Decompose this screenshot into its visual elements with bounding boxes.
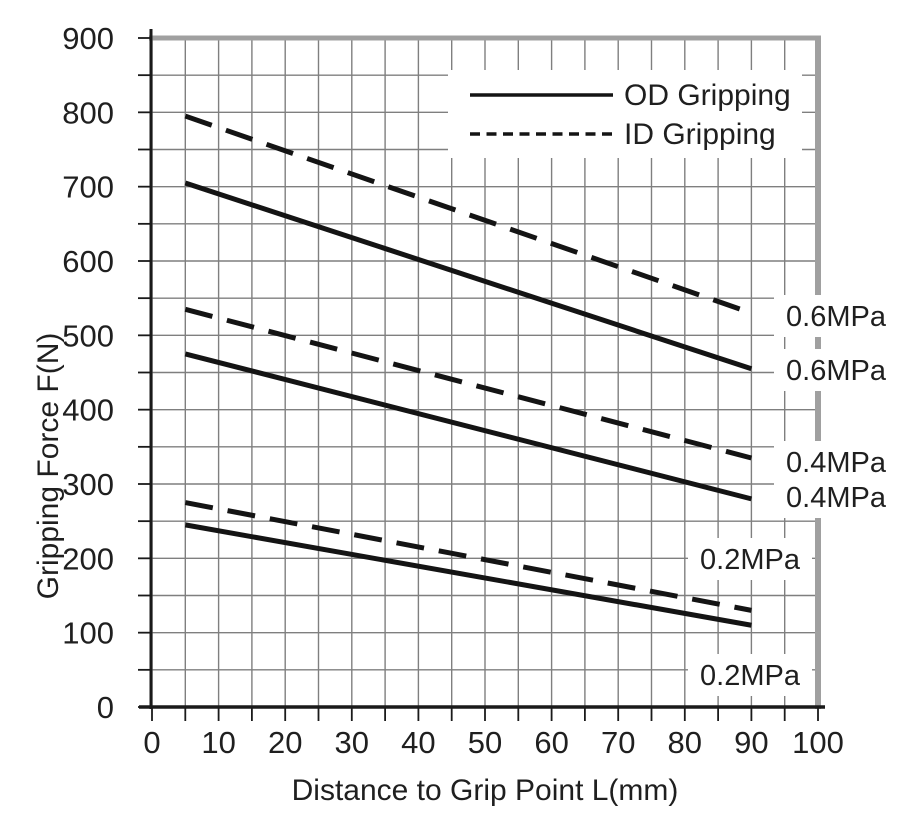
legend-label-dashed: ID Gripping bbox=[624, 118, 776, 151]
y-tick-label: 800 bbox=[62, 95, 114, 130]
y-tick-label: 700 bbox=[62, 170, 114, 205]
pressure-label-bg bbox=[774, 476, 898, 518]
x-tick-label: 80 bbox=[668, 725, 702, 760]
legend-label-solid: OD Gripping bbox=[624, 79, 791, 112]
series-id-0.6MPa bbox=[184, 113, 753, 316]
pressure-label: 0.4MPa bbox=[786, 447, 887, 479]
pressure-label-bg bbox=[688, 654, 812, 696]
y-tick-label: 200 bbox=[62, 541, 114, 576]
y-tick-label: 900 bbox=[62, 21, 114, 56]
x-tick-label: 20 bbox=[268, 725, 302, 760]
x-tick-label: 100 bbox=[792, 725, 844, 760]
y-tick-label: 0 bbox=[97, 690, 114, 725]
y-tick-label: 100 bbox=[62, 616, 114, 651]
pressure-label-bg bbox=[688, 538, 812, 580]
y-axis-title: Gripping Force F(N) bbox=[32, 333, 65, 600]
legend-background bbox=[448, 70, 802, 158]
series-od-0.2MPa bbox=[184, 522, 752, 628]
x-axis-title: Distance to Grip Point L(mm) bbox=[292, 774, 679, 807]
axes bbox=[138, 29, 825, 721]
tick-labels: 0 100 200 300 400 500 600 700 800 900 0 10 20 30 40 50 6… bbox=[62, 21, 844, 760]
y-tick-label: 300 bbox=[62, 467, 114, 502]
series-id-0.4MPa bbox=[184, 306, 753, 461]
pressure-label: 0.6MPa bbox=[786, 301, 887, 333]
x-tick-label: 0 bbox=[143, 725, 160, 760]
pressure-label-bg bbox=[774, 349, 898, 391]
y-tick-label: 400 bbox=[62, 393, 114, 428]
series-od-0.4MPa bbox=[184, 351, 753, 502]
x-tick-label: 10 bbox=[201, 725, 235, 760]
x-tick-label: 90 bbox=[734, 725, 768, 760]
pressure-label-bg bbox=[774, 295, 898, 337]
legend: OD Gripping ID Gripping bbox=[448, 70, 802, 158]
x-tick-label: 30 bbox=[335, 725, 369, 760]
y-tick-label: 500 bbox=[62, 318, 114, 353]
x-tick-label: 50 bbox=[468, 725, 502, 760]
y-tick-label: 600 bbox=[62, 244, 114, 279]
series-lines bbox=[184, 113, 753, 628]
x-tick-label: 40 bbox=[401, 725, 435, 760]
pressure-label: 0.4MPa bbox=[786, 482, 887, 514]
pressure-label: 0.2MPa bbox=[700, 544, 801, 576]
series-id-0.2MPa bbox=[184, 500, 752, 613]
pressure-label: 0.6MPa bbox=[786, 355, 887, 387]
pressure-label: 0.2MPa bbox=[700, 660, 801, 692]
series-od-0.6MPa bbox=[184, 180, 753, 372]
x-tick-label: 60 bbox=[534, 725, 568, 760]
x-tick-label: 70 bbox=[601, 725, 635, 760]
